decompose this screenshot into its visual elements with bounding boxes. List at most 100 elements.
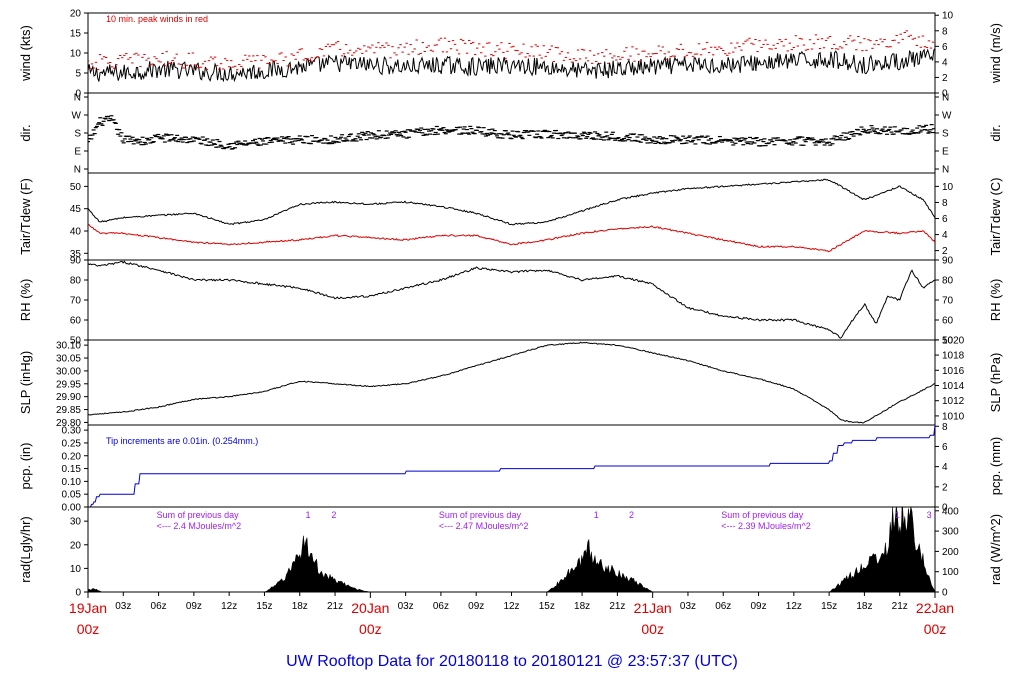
- x-tick-label: 12z: [786, 601, 802, 612]
- slp-right-tick-label: 1012: [942, 396, 965, 407]
- radiation-right-tick-label: 400: [942, 506, 959, 517]
- radiation-peak-marker: 3: [927, 510, 932, 520]
- slp-ylabel-left: SLP (inHg): [18, 351, 33, 414]
- x-tick-label: 15z: [539, 601, 555, 612]
- x-day-time-label: 00z: [359, 621, 382, 637]
- radiation-left-tick-label: 30: [70, 517, 82, 528]
- wind-ylabel-right: wind (m/s): [988, 23, 1003, 84]
- dir-right-tick-label: N: [942, 165, 949, 176]
- radiation-sum-annotation: <--- 2.39 MJoules/m^2: [721, 521, 811, 531]
- rh-data: [88, 260, 935, 339]
- slp-left-tick-label: 30.00: [56, 366, 81, 377]
- precipitation-left-tick-label: 0.15: [62, 464, 82, 475]
- radiation-sum-annotation: <--- 2.4 MJoules/m^2: [157, 521, 242, 531]
- precipitation-left-tick-label: 0.30: [62, 426, 82, 437]
- temperature-left-tick-label: 35: [70, 249, 82, 260]
- radiation-data: [88, 507, 935, 592]
- wind-right-tick-label: 0: [942, 89, 948, 100]
- panel-slp: SLP (inHg) SLP (hPa) 29.80 29.85 29.90 29.95 3…: [18, 335, 1003, 429]
- radiation-peak-marker: 1: [305, 510, 310, 520]
- rh-left-tick-label: 70: [70, 296, 82, 307]
- wind-right-tick-label: 6: [942, 42, 948, 53]
- temperature-left-tick-label: 45: [70, 204, 82, 215]
- radiation-right-tick-label: 100: [942, 567, 959, 578]
- dir-frame: [87, 92, 936, 174]
- dir-right-tick-label: W: [942, 111, 952, 122]
- rh-left-tick-label: 60: [70, 316, 82, 327]
- precipitation-left-tick-label: 0.25: [62, 438, 82, 449]
- radiation-ylabel-left: rad(Lgly/hr): [18, 516, 33, 582]
- radiation-sum-annotation: Sum of previous day: [157, 510, 240, 520]
- x-tick-label: 06z: [151, 601, 167, 612]
- rh-right-tick-label: 80: [942, 276, 954, 287]
- dir-left-tick-label: N: [74, 93, 81, 104]
- x-day-date-label: 22Jan: [916, 600, 954, 616]
- panel-radiation: rad(Lgly/hr) rad (W/m^2)01020300100200300…: [18, 506, 1003, 599]
- x-tick-label: 03z: [115, 601, 131, 612]
- peak-winds-annotation: 10 min. peak winds in red: [106, 14, 208, 24]
- x-tick-label: 12z: [503, 601, 519, 612]
- wind-right-tick-label: 4: [942, 57, 948, 68]
- radiation-peak-marker: 1: [895, 510, 900, 520]
- slp-right-tick-label: 1018: [942, 351, 965, 362]
- radiation-left-tick-label: 20: [70, 540, 82, 551]
- radiation-left-tick-label: 10: [70, 564, 82, 575]
- temperature-ylabel-right: Tair/Tdew (C): [988, 177, 1003, 255]
- precipitation-left-tick-label: 0.10: [62, 477, 82, 488]
- rh-left-tick-label: 90: [70, 256, 82, 267]
- radiation-right-tick-label: 0: [942, 588, 948, 599]
- x-tick-label: 18z: [574, 601, 590, 612]
- dir-data: [88, 115, 935, 150]
- wind-left-tick-label: 5: [75, 69, 81, 80]
- temperature-right-tick-label: 2: [942, 246, 948, 257]
- slp-left-tick-label: 30.10: [56, 341, 81, 352]
- slp-left-tick-label: 29.95: [56, 379, 81, 390]
- radiation-sum-annotation: Sum of previous day: [721, 510, 804, 520]
- temperature-left-tick-label: 40: [70, 227, 82, 238]
- slp-left-tick-label: 29.85: [56, 405, 81, 416]
- precipitation-ylabel-right: pcp. (mm): [988, 437, 1003, 496]
- wind-series-1: [88, 48, 935, 83]
- slp-right-tick-label: 1014: [942, 381, 965, 392]
- x-tick-label: 18z: [856, 601, 872, 612]
- x-tick-label: 18z: [292, 601, 308, 612]
- wind-ylabel-left: wind (kts): [18, 25, 33, 82]
- precipitation-left-tick-label: 0.05: [62, 490, 82, 501]
- panel-temperature: Tair/Tdew (F) Tair/Tdew (C) 35 40 45 50 2 4 6 8 10: [18, 172, 1003, 261]
- radiation-ylabel-right: rad (W/m^2): [988, 514, 1003, 585]
- slp-right-tick-label: 1020: [942, 335, 965, 346]
- slp-right-tick-label: 1016: [942, 366, 965, 377]
- temperature-frame: [87, 172, 936, 261]
- dir-right-tick-label: S: [942, 129, 949, 140]
- rh-left-tick-label: 50: [70, 336, 82, 347]
- rh-right-tick-label: 70: [942, 296, 954, 307]
- dir-right-tick-label: E: [942, 147, 949, 158]
- precipitation-right-tick-label: 0: [942, 503, 948, 514]
- radiation-peak-marker: 1: [594, 510, 599, 520]
- x-tick-label: 09z: [186, 601, 202, 612]
- radiation-peak-marker: 2: [629, 510, 634, 520]
- x-tick-label: 15z: [821, 601, 837, 612]
- slp-right-tick-label: 1010: [942, 411, 965, 422]
- dir-left-tick-label: E: [74, 147, 81, 158]
- precipitation-left-tick-label: 0.20: [62, 451, 82, 462]
- x-day-time-label: 00z: [77, 621, 100, 637]
- precipitation-series-1: [88, 425, 935, 507]
- temperature-ylabel-left: Tair/Tdew (F): [18, 178, 33, 255]
- radiation-right-tick-label: 200: [942, 547, 959, 558]
- x-tick-label: 21z: [609, 601, 625, 612]
- rh-right-tick-label: 90: [942, 256, 954, 267]
- rh-right-tick-label: 60: [942, 316, 954, 327]
- rh-frame: [87, 259, 936, 341]
- x-tick-label: 06z: [715, 601, 731, 612]
- rh-left-tick-label: 80: [70, 276, 82, 287]
- wind-frame: [87, 12, 936, 94]
- wind-left-tick-label: 20: [70, 9, 82, 20]
- wind-right-tick-label: 2: [942, 73, 948, 84]
- slp-frame: [87, 339, 936, 426]
- dir-left-tick-label: N: [74, 165, 81, 176]
- wind-left-tick-label: 10: [70, 49, 82, 60]
- x-tick-label: 06z: [433, 601, 449, 612]
- precipitation-left-tick-label: 0.00: [62, 503, 82, 514]
